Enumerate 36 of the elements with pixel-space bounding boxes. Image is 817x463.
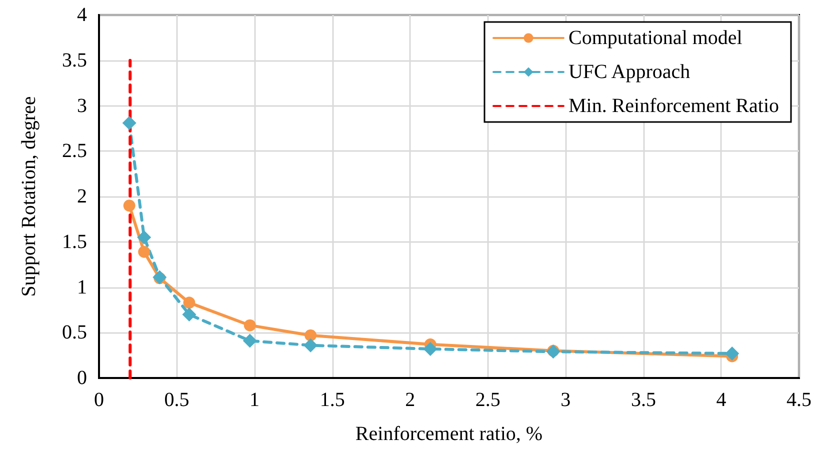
y-tick-label: 0 <box>77 367 87 389</box>
y-axis-title: Support Rotation, degree <box>18 96 40 297</box>
point <box>304 338 318 352</box>
point <box>123 200 136 212</box>
y-tick-label: 1.5 <box>62 230 87 253</box>
point <box>244 319 256 332</box>
point <box>304 329 317 342</box>
x-tick-label: 4 <box>716 389 726 411</box>
x-tick-label: 0 <box>94 389 104 411</box>
x-tick-label: 1.5 <box>320 389 345 411</box>
x-tick-label: 2.5 <box>475 389 500 411</box>
point <box>423 342 438 356</box>
y-tick-label: 3.5 <box>62 49 87 72</box>
point <box>122 116 136 130</box>
x-tick-label: 3.5 <box>630 389 656 411</box>
point <box>242 334 257 348</box>
y-tick-label: 2 <box>77 186 87 208</box>
y-tick-label: 3 <box>77 94 87 117</box>
point <box>138 246 150 258</box>
x-tick-label: 1 <box>250 389 260 411</box>
y-tick-label: 2.5 <box>62 140 87 162</box>
x-tick-label: 2 <box>405 389 416 411</box>
legend-label: Computational model <box>568 27 743 49</box>
y-tick-label: 4 <box>77 4 87 26</box>
y-tick-label: 1 <box>77 276 87 298</box>
point <box>183 296 196 309</box>
x-axis-title: Reinforcement ratio, % <box>355 423 543 445</box>
x-tick-label: 0.5 <box>164 389 190 411</box>
legend-label: UFC Approach <box>568 61 690 83</box>
point <box>137 230 152 244</box>
y-tick-label: 0.5 <box>62 322 87 344</box>
point <box>725 346 740 360</box>
legend-label: Min. Reinforcement Ratio <box>568 95 780 117</box>
x-tick-label: 4.5 <box>786 389 812 411</box>
point <box>182 307 196 322</box>
x-tick-label: 3 <box>560 389 571 411</box>
